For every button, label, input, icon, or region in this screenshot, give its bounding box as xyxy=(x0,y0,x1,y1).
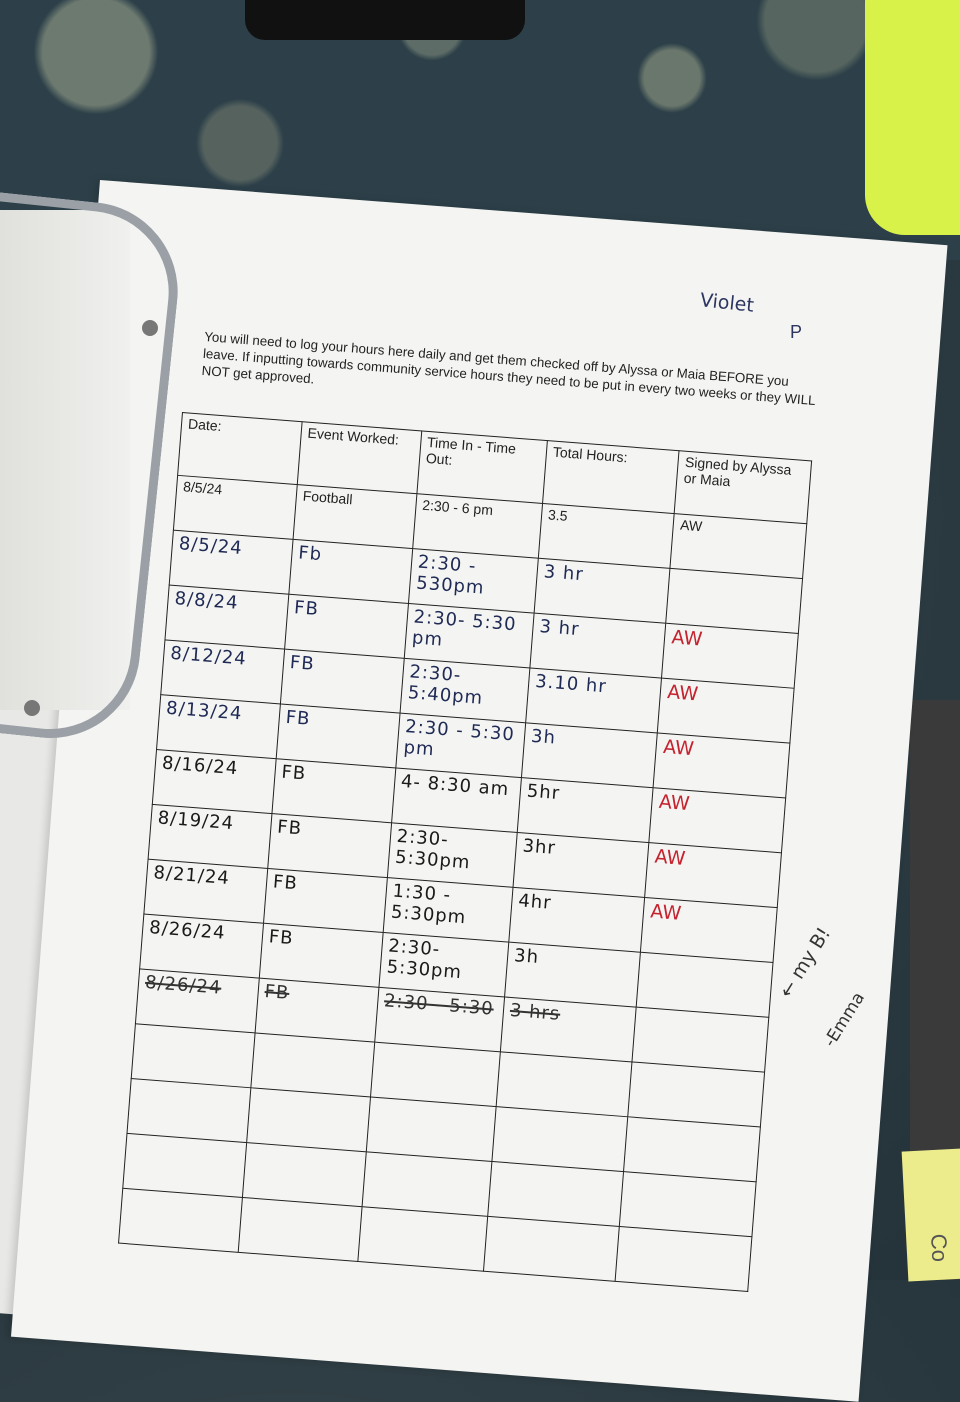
cell-time xyxy=(366,1096,497,1162)
sticky-note: Co xyxy=(901,1148,960,1282)
cell-signed xyxy=(636,952,774,1018)
cell-signed xyxy=(623,1116,761,1182)
cell-event xyxy=(238,1197,362,1262)
cell-signed xyxy=(632,1007,769,1073)
punch-hole xyxy=(24,700,40,716)
cell-event: FB xyxy=(263,868,388,933)
cell-date: 8/5/24 xyxy=(173,475,298,540)
cell-event: Fb xyxy=(288,539,413,604)
sticky-note-text: Co xyxy=(926,1233,953,1263)
cell-signed: AW xyxy=(645,842,782,908)
cell-hours: 3hr xyxy=(512,832,650,898)
cell-hours: 3 hr xyxy=(529,613,667,679)
cell-event xyxy=(246,1087,371,1152)
cell-hours xyxy=(483,1216,620,1282)
cell-time: 4- 8:30 am xyxy=(391,767,522,833)
cell-date xyxy=(122,1133,247,1198)
cell-signed xyxy=(666,568,803,634)
black-cable xyxy=(245,0,525,40)
punch-hole xyxy=(142,320,158,336)
cell-time: 2:30 - 5:30 xyxy=(374,987,505,1052)
cell-time: 1:30 - 5:30pm xyxy=(382,877,513,943)
cell-date xyxy=(126,1078,251,1143)
cell-signed: AW xyxy=(640,897,778,963)
cell-signed: AW xyxy=(670,513,807,579)
cell-date: 8/26/24 xyxy=(135,968,260,1033)
cell-hours: 3 hr xyxy=(534,558,671,624)
green-bottle xyxy=(865,0,960,235)
column-header: Total Hours: xyxy=(542,440,680,514)
cell-time xyxy=(357,1206,488,1272)
cell-signed xyxy=(619,1171,757,1237)
student-initial: P xyxy=(790,322,803,342)
cell-event: FB xyxy=(271,758,396,823)
cell-hours xyxy=(496,1051,633,1117)
binder-pages xyxy=(0,210,130,710)
column-header: Signed by Alyssa or Maia xyxy=(674,450,812,524)
cell-date: 8/16/24 xyxy=(152,749,277,814)
cell-signed xyxy=(615,1226,752,1292)
cell-date: 8/19/24 xyxy=(148,804,272,869)
column-header: Time In - Time Out: xyxy=(416,430,548,504)
column-header: Date: xyxy=(177,412,302,485)
cell-date: 8/5/24 xyxy=(169,530,293,595)
cell-time: 2:30- 5:30pm xyxy=(378,932,509,997)
cell-signed: AW xyxy=(657,678,795,744)
cell-signed xyxy=(628,1061,765,1127)
cell-time: 2:30- 5:30 pm xyxy=(404,603,535,668)
cell-hours xyxy=(491,1106,629,1172)
cell-date xyxy=(131,1023,255,1088)
cell-hours: 4hr xyxy=(508,887,646,953)
cell-hours: 3h xyxy=(521,722,658,788)
cell-date xyxy=(118,1188,243,1253)
cell-event: FB xyxy=(280,649,405,714)
cell-time: 2:30- 5:40pm xyxy=(399,658,530,723)
cell-signed: AW xyxy=(653,732,790,798)
hours-log-table: Date: Event Worked: Time In - Time Out: Tot… xyxy=(118,412,812,1292)
cell-date: 8/8/24 xyxy=(164,585,289,650)
cell-signed: AW xyxy=(661,623,799,689)
cell-time: 2:30 - 5:30 pm xyxy=(395,713,526,778)
cell-time xyxy=(370,1042,501,1107)
cell-event: FB xyxy=(259,923,383,988)
cell-event xyxy=(242,1142,367,1207)
cell-date: 8/26/24 xyxy=(139,914,264,979)
cell-hours: 3 hrs xyxy=(500,996,637,1062)
cell-event: FB xyxy=(254,978,379,1043)
cell-date: 8/21/24 xyxy=(143,859,268,924)
cell-date: 8/13/24 xyxy=(156,694,281,759)
cell-hours: 3h xyxy=(504,942,641,1008)
cell-hours: 5hr xyxy=(517,777,654,843)
column-header: Event Worked: xyxy=(297,421,422,494)
cell-hours: 3.10 hr xyxy=(525,667,662,733)
cell-hours: 3.5 xyxy=(538,503,675,569)
cell-time xyxy=(361,1151,492,1217)
cell-hours xyxy=(487,1161,624,1227)
cell-event: FB xyxy=(267,813,392,878)
cell-event: Football xyxy=(292,484,417,549)
cell-date: 8/12/24 xyxy=(160,639,285,704)
cell-event: FB xyxy=(284,594,409,659)
cell-time: 2:30 - 530pm xyxy=(408,548,539,614)
cell-event xyxy=(250,1032,375,1097)
cell-event: FB xyxy=(276,703,400,768)
cell-time: 2:30- 5:30pm xyxy=(387,822,518,888)
cell-time: 2:30 - 6 pm xyxy=(412,493,543,559)
cell-signed: AW xyxy=(649,787,786,853)
